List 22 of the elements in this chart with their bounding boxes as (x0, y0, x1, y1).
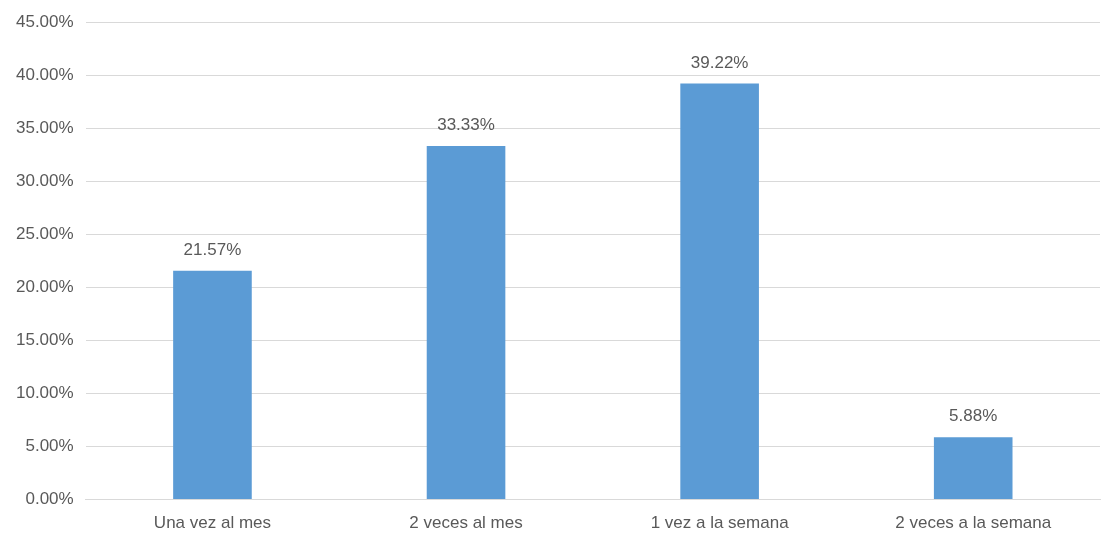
x-tick-label: 2 veces al mes (409, 513, 523, 533)
data-label: 33.33% (437, 115, 495, 135)
y-tick-label: 5.00% (25, 436, 74, 456)
y-tick-label: 15.00% (15, 330, 74, 350)
x-tick-label: Una vez al mes (153, 513, 272, 533)
data-label: 5.88% (949, 406, 998, 426)
y-tick-label: 20.00% (15, 277, 74, 297)
y-tick-label: 25.00% (15, 224, 74, 244)
y-tick-label: 0.00% (25, 489, 74, 509)
bar (426, 146, 506, 500)
bar (173, 270, 252, 500)
y-tick-label: 35.00% (15, 117, 74, 137)
data-label: 39.22% (690, 52, 749, 72)
y-tick-label: 45.00% (15, 11, 74, 31)
bar (933, 437, 1013, 500)
bar (680, 83, 759, 500)
x-tick-label: 1 vez a la semana (650, 513, 790, 533)
x-tick-label: 2 veces a la semana (895, 513, 1052, 533)
y-tick-label: 30.00% (15, 171, 74, 191)
y-tick-label: 10.00% (15, 383, 74, 403)
y-tick-label: 40.00% (15, 64, 74, 84)
data-label: 21.57% (183, 239, 242, 259)
